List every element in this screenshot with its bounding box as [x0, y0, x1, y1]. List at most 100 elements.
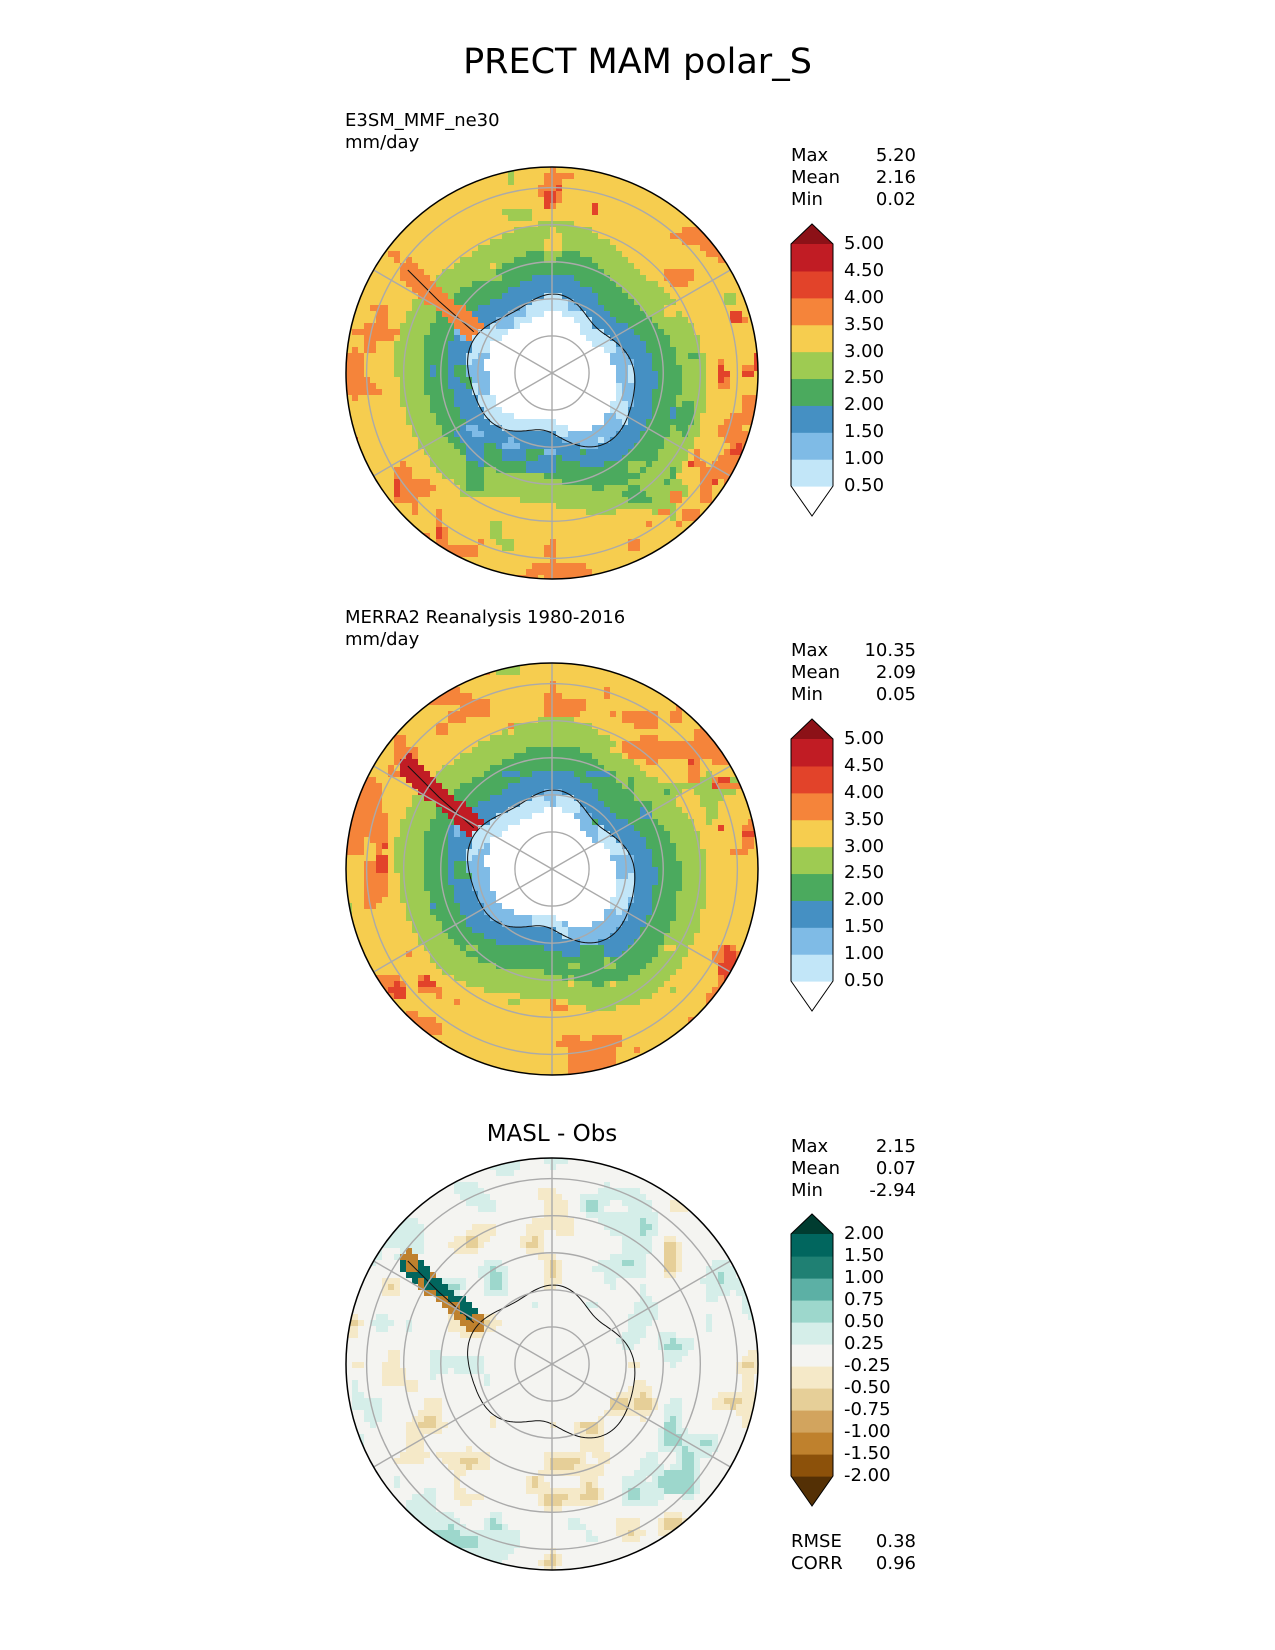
- map-cell: [742, 437, 749, 444]
- map-cell: [382, 753, 389, 760]
- map-cell: [706, 485, 713, 492]
- map-cell: [490, 503, 497, 510]
- map-cell: [388, 437, 395, 444]
- map-cell: [472, 521, 479, 528]
- map-cell: [616, 371, 623, 378]
- map-cell: [412, 455, 419, 462]
- map-cell: [730, 383, 737, 390]
- map-cell: [508, 413, 515, 420]
- map-cell: [442, 311, 449, 318]
- map-cell: [676, 263, 683, 270]
- map-cell: [376, 335, 383, 342]
- map-cell: [454, 765, 461, 772]
- map-cell: [688, 407, 695, 414]
- map-cell: [514, 545, 521, 552]
- map-cell: [376, 293, 383, 300]
- map-cell: [490, 717, 497, 724]
- map-cell: [586, 711, 593, 718]
- map-cell: [712, 747, 719, 754]
- map-cell: [604, 407, 611, 414]
- map-cell: [682, 365, 689, 372]
- map-cell: [412, 425, 419, 432]
- map-cell: [712, 347, 719, 354]
- map-cell: [526, 789, 533, 796]
- map-cell: [538, 741, 545, 748]
- map-cell: [592, 437, 599, 444]
- map-cell: [382, 777, 389, 784]
- map-cell: [616, 753, 623, 760]
- colorbar-bin: [791, 324, 833, 353]
- map-cell: [568, 191, 575, 198]
- map-cell: [622, 401, 629, 408]
- map-cell: [646, 197, 653, 204]
- map-cell: [580, 539, 587, 546]
- map-cell: [472, 263, 479, 270]
- map-cell: [712, 311, 719, 318]
- map-cell: [724, 317, 731, 324]
- map-cell: [640, 371, 647, 378]
- map-cell: [598, 179, 605, 186]
- map-cell: [604, 305, 611, 312]
- map-cell: [622, 425, 629, 432]
- map-cell: [676, 777, 683, 784]
- map-cell: [568, 563, 575, 570]
- map-cell: [418, 419, 425, 426]
- map-cell: [682, 473, 689, 480]
- map-cell: [448, 389, 455, 396]
- map-cell: [580, 735, 587, 742]
- map-cell: [556, 425, 563, 432]
- map-cell: [466, 389, 473, 396]
- map-cell: [676, 735, 683, 742]
- map-cell: [442, 723, 449, 730]
- map-cell: [484, 395, 491, 402]
- map-cell: [352, 347, 359, 354]
- map-cell: [448, 329, 455, 336]
- map-cell: [556, 575, 563, 579]
- map-cell: [532, 533, 539, 540]
- map-cell: [610, 221, 617, 228]
- map-cell: [682, 771, 689, 778]
- map-cell: [652, 509, 659, 516]
- map-cell: [652, 693, 659, 700]
- map-cell: [658, 257, 665, 264]
- map-cell: [544, 575, 551, 579]
- map-cell: [478, 227, 485, 234]
- map-cell: [598, 449, 605, 456]
- map-cell: [562, 359, 569, 366]
- map-cell: [544, 759, 551, 766]
- map-cell: [412, 729, 419, 736]
- map-cell: [706, 407, 713, 414]
- map-cell: [514, 705, 521, 712]
- map-cell: [640, 759, 647, 766]
- map-cell: [502, 747, 509, 754]
- map-cell: [376, 407, 383, 414]
- map-cell: [586, 759, 593, 766]
- map-cell: [628, 497, 635, 504]
- map-cell: [610, 563, 617, 570]
- map-cell: [538, 365, 545, 372]
- map-cell: [646, 311, 653, 318]
- map-cell: [700, 479, 707, 486]
- map-cell: [682, 227, 689, 234]
- map-cell: [658, 287, 665, 294]
- map-cell: [478, 281, 485, 288]
- map-cell: [694, 263, 701, 270]
- map-cell: [592, 735, 599, 742]
- map-cell: [598, 539, 605, 546]
- map-cell: [478, 789, 485, 796]
- map-cell: [472, 729, 479, 736]
- map-cell: [646, 305, 653, 312]
- map-cell: [580, 353, 587, 360]
- map-cell: [574, 323, 581, 330]
- map-cell: [664, 765, 671, 772]
- map-cell: [472, 293, 479, 300]
- map-cell: [556, 239, 563, 246]
- map-cell: [400, 233, 407, 240]
- map-cell: [568, 221, 575, 228]
- map-cell: [742, 341, 749, 348]
- map-cell: [640, 771, 647, 778]
- map-cell: [610, 179, 617, 186]
- map-cell: [532, 515, 539, 522]
- map-cell: [412, 723, 419, 730]
- map-cell: [550, 663, 557, 670]
